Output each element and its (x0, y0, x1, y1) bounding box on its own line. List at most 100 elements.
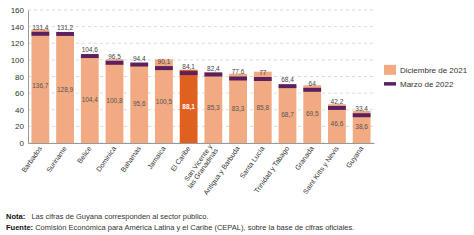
grid-line (28, 126, 374, 127)
grid-line (28, 143, 374, 144)
marker-band (106, 61, 124, 65)
data-label: 136,7 (32, 82, 49, 89)
x-axis-line (29, 143, 375, 144)
y-tick: 100 (11, 56, 28, 65)
bar (31, 29, 49, 143)
footnote-label: Nota: (6, 212, 25, 221)
marker-band (130, 63, 148, 67)
x-tick: Saint Kitts y Nevis (302, 145, 341, 196)
data-label: 83,3 (232, 105, 245, 112)
legend-swatch (384, 82, 396, 86)
x-tick-label: Jamaica (146, 145, 167, 170)
legend-item: Marzo de 2022 (384, 80, 454, 89)
x-tick: Dominica (95, 145, 118, 173)
x-tick-label: Antigua y Barbuda (202, 145, 242, 197)
data-label: 85,8 (256, 104, 269, 111)
marker-band (56, 32, 74, 36)
data-label: 100,8 (106, 97, 123, 104)
x-tick: Trinidad y Tabago (253, 145, 291, 195)
y-axis-line (28, 11, 29, 144)
x-tick: El Caribe (169, 145, 191, 173)
y-tick: 0 (20, 139, 28, 148)
footnote-text: Las cifras de Guyana corresponden al sec… (25, 212, 208, 221)
marker-band (254, 77, 272, 81)
y-tick-label: 40 (15, 106, 24, 115)
bar (56, 36, 74, 143)
legend-swatch (384, 65, 396, 75)
data-label: 90,1 (158, 58, 171, 65)
legend: Diciembre de 2021 Marzo de 2022 (384, 65, 468, 89)
bar (180, 70, 198, 143)
bar (303, 85, 321, 143)
x-tick-label: Dominica (95, 145, 118, 173)
marker-band (204, 73, 222, 77)
data-label: 69,5 (306, 110, 319, 117)
x-tick-label: Santa Lucía (238, 145, 265, 180)
y-tick: 20 (15, 122, 28, 131)
legend-label: Marzo de 2022 (400, 80, 454, 89)
x-tick: Suriname (45, 145, 68, 174)
x-tick-label: Guyana (345, 145, 366, 170)
data-label: 68,7 (281, 111, 294, 118)
y-tick-label: 120 (11, 39, 25, 48)
x-tick: Santa Lucía (238, 145, 265, 180)
x-tick: Antigua y Barbuda (202, 145, 242, 197)
data-label: 131,2 (57, 24, 74, 31)
y-tick: 60 (15, 89, 28, 98)
x-tick: Bahamas (119, 145, 142, 174)
data-label: 77,6 (232, 68, 245, 75)
grid-line (28, 59, 374, 60)
data-label: 85,3 (207, 104, 220, 111)
x-tick: Barbados (20, 145, 43, 174)
x-tick-label: Belice (76, 145, 93, 165)
x-tick-label: El Caribe (169, 145, 191, 173)
bar (279, 86, 297, 143)
data-label: 38,6 (355, 123, 368, 130)
grid-line (28, 76, 374, 77)
y-tick-label: 20 (15, 122, 24, 131)
grid-line (28, 10, 374, 11)
x-tick-label: Barbados (20, 145, 43, 174)
marker-band (81, 54, 99, 58)
y-axis: 020406080100120140160 (11, 6, 29, 148)
y-tick: 40 (15, 106, 28, 115)
grid-line (28, 26, 374, 27)
data-label: 131,4 (32, 24, 49, 31)
x-axis: BarbadosSuriname BeliceDominicaBahamasJam… (20, 143, 374, 197)
x-tick: Granada (294, 145, 315, 171)
y-tick-label: 0 (20, 139, 25, 148)
y-tick-label: 160 (11, 6, 25, 15)
legend-item: Diciembre de 2021 (384, 65, 468, 75)
data-label: 128,9 (57, 86, 74, 93)
bar (155, 59, 173, 143)
bar (328, 104, 346, 143)
marker-band (180, 71, 198, 75)
marker-band (31, 32, 49, 36)
grid-line (28, 43, 374, 44)
data-label: 64 (309, 80, 317, 87)
data-label: 100,5 (156, 98, 173, 105)
marker-band (155, 66, 173, 70)
marker-band (229, 76, 247, 80)
bar (81, 56, 99, 143)
footnotes: Fuente: Comisión Económica para América … (6, 212, 354, 232)
plot: 020406080100120140160BarbadosSurinameBel… (11, 6, 468, 197)
x-tick-label: Suriname (45, 145, 68, 174)
bar (106, 59, 124, 143)
data-label: 33,4 (355, 105, 368, 112)
x-tick-label: Trinidad y Tabago (253, 145, 291, 195)
footnote-text: Comisión Económica para América Latina y… (33, 223, 354, 232)
bar (254, 72, 272, 143)
data-label: 88,1 (182, 103, 195, 111)
bar (130, 64, 148, 143)
x-tick: Belice (76, 145, 93, 165)
data-label: 104,4 (82, 96, 99, 103)
y-tick-label: 140 (11, 23, 25, 32)
data-label: 96,5 (108, 53, 121, 60)
data-label: 94,4 (133, 55, 146, 62)
y-tick: 160 (11, 6, 28, 15)
footnote: Fuente: Comisión Económica para América … (6, 223, 354, 232)
bar (353, 111, 371, 143)
footnote-label: Fuente: (6, 223, 33, 232)
marker-band (303, 88, 321, 92)
